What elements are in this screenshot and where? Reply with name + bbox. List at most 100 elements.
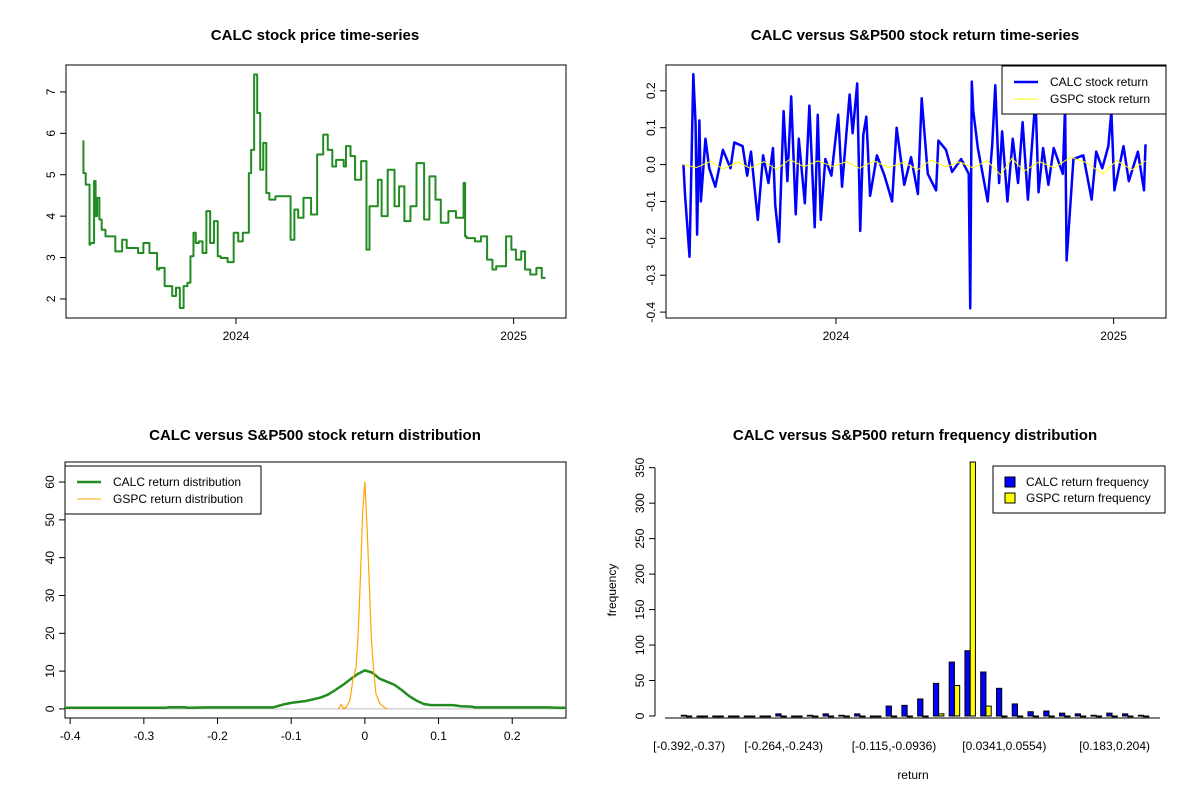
x-tick-label: -0.4	[60, 729, 81, 743]
y-tick-label: 3	[44, 254, 58, 261]
calc-frequency-bar	[869, 715, 877, 718]
gspc-frequency-bar	[1080, 715, 1087, 718]
gspc-frequency-bar	[733, 715, 740, 718]
density-plot: 0 10 20 30 40 50 60 -0.4 -0.3 -0.2 -0.1 0 0.1 0.2	[43, 461, 567, 743]
calc-frequency-bar	[1090, 714, 1097, 717]
x-tick-label: [0.0341,0.0554)	[962, 739, 1046, 753]
calc-frequency-bar	[917, 698, 924, 717]
plot-frame	[64, 461, 567, 719]
x-tick-label: 2024	[823, 329, 850, 343]
gspc-frequency-bar	[780, 715, 787, 718]
x-tick-label: 2025	[500, 329, 527, 343]
calc-frequency-bar	[822, 713, 829, 717]
y-tick-label: 0	[43, 705, 57, 712]
y-tick-label: 350	[633, 457, 647, 477]
gspc-frequency-bar	[875, 715, 882, 718]
y-tick-label: 60	[43, 475, 57, 489]
y-tick-label: 30	[43, 588, 57, 602]
price-chart-title: CALC stock price time-series	[211, 27, 419, 44]
y-tick-label: 0.1	[644, 119, 658, 136]
y-tick-label: 0.2	[644, 82, 658, 99]
gspc-frequency-bar	[827, 715, 835, 718]
y-tick-label: 7	[44, 88, 58, 95]
legend-label-gspc: GSPC stock return	[1050, 92, 1150, 106]
legend-label-gspc: GSPC return frequency	[1026, 491, 1151, 505]
plot-area	[682, 72, 1147, 310]
y-tick-label: 5	[44, 171, 58, 178]
y-tick-label: 50	[633, 674, 647, 688]
calc-frequency-bar	[791, 715, 798, 718]
gspc-frequency-bar	[1095, 715, 1103, 718]
calc-frequency-bar	[1106, 712, 1113, 717]
returns-legend: CALC stock return GSPC stock return	[1001, 65, 1167, 115]
plot-area	[65, 481, 566, 710]
gspc-frequency-bar	[1143, 715, 1150, 718]
y-tick-label: -0.4	[644, 301, 658, 322]
calc-frequency-bar	[1122, 713, 1129, 717]
histogram-chart-title: CALC versus S&P500 return frequency dist…	[733, 427, 1097, 444]
panel-returns: CALC versus S&P500 stock return time-ser…	[644, 27, 1167, 343]
calc-frequency-bar	[995, 687, 1003, 717]
gspc-frequency-bar	[922, 715, 929, 718]
legend-box	[64, 465, 262, 515]
histogram-plot: 0 50 100 150 200 250 300 350 [-0.392,-0.37) [-0.2…	[633, 457, 1160, 753]
density-legend: CALC return distribution GSPC return dis…	[64, 465, 262, 515]
y-tick-label: 10	[43, 664, 57, 678]
y-tick-label: 20	[43, 626, 57, 640]
x-tick-label: -0.1	[281, 729, 302, 743]
y-tick-label: 6	[44, 130, 58, 137]
calc-frequency-bar	[948, 661, 955, 717]
gspc-frequency-bar	[764, 715, 772, 718]
gspc-frequency-bar	[1048, 715, 1055, 718]
y-axis-label: frequency	[605, 564, 619, 617]
x-tick-label: 0	[362, 729, 369, 743]
gspc-frequency-bar	[1001, 715, 1008, 718]
plot-frame	[665, 64, 1167, 319]
calc-frequency-bar	[775, 713, 782, 717]
gspc-frequency-bar	[1032, 715, 1039, 718]
gspc-frequency-bar	[890, 715, 898, 718]
x-tick-label: -0.3	[133, 729, 154, 743]
y-tick-label: 4	[44, 212, 58, 219]
y-tick-label: 40	[43, 551, 57, 565]
legend-label-calc: CALC return distribution	[113, 475, 241, 489]
x-tick-label: [-0.115,-0.0936)	[852, 739, 937, 753]
plot-area	[82, 73, 546, 310]
gspc-frequency-bar	[749, 715, 756, 718]
price-line	[82, 73, 546, 310]
price-plot: 2 3 4 5 6 7 2024 2025	[44, 64, 567, 343]
gspc-return-line	[683, 156, 1146, 176]
x-tick-label: 0.1	[430, 729, 447, 743]
calc-frequency-bar	[932, 682, 940, 717]
calc-density-line	[65, 669, 566, 710]
calc-frequency-bar	[696, 715, 703, 718]
y-tick-label: 0	[633, 712, 647, 719]
calc-frequency-bar	[712, 715, 719, 718]
panel-density: CALC versus S&P500 stock return distribu…	[43, 427, 567, 743]
y-tick-label: 150	[633, 599, 647, 619]
x-tick-label: 2024	[223, 329, 250, 343]
x-tick-label: [-0.392,-0.37)	[653, 739, 725, 753]
y-tick-label: -0.1	[644, 191, 658, 212]
histogram-legend: CALC return frequency GSPC return freque…	[992, 465, 1166, 514]
gspc-density-line	[337, 481, 388, 710]
density-chart-title: CALC versus S&P500 stock return distribu…	[149, 427, 481, 444]
x-tick-label: [-0.264,-0.243)	[744, 739, 823, 753]
legend-label-calc: CALC return frequency	[1026, 475, 1149, 489]
x-tick-label: [0.183,0.204)	[1079, 739, 1150, 753]
panel-histogram: CALC versus S&P500 return frequency dist…	[605, 427, 1166, 782]
legend-label-gspc: GSPC return distribution	[113, 492, 243, 506]
x-tick-label: 0.2	[504, 729, 521, 743]
gspc-frequency-bar	[812, 715, 819, 718]
gspc-frequency-bar	[686, 715, 693, 718]
calc-frequency-bar	[743, 715, 751, 718]
y-tick-label: 100	[633, 635, 647, 655]
gspc-frequency-bar	[1064, 715, 1071, 718]
gspc-frequency-bar	[938, 713, 945, 717]
gspc-frequency-bar	[906, 715, 913, 718]
gspc-frequency-bar	[717, 715, 724, 718]
x-tick-label: 2025	[1100, 329, 1127, 343]
calc-frequency-bar	[1137, 714, 1145, 717]
